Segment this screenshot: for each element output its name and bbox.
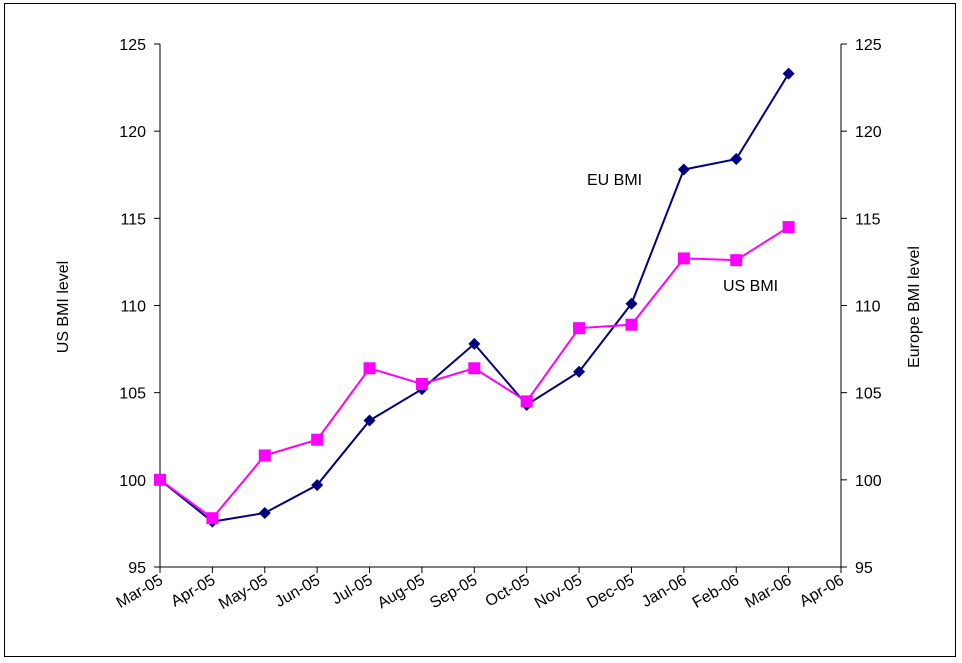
y-tick-label-left: 95 (128, 560, 146, 577)
data-point-eu-bmi (468, 337, 481, 350)
y-tick-label-left: 110 (120, 299, 146, 316)
data-point-us-bmi (730, 254, 743, 267)
x-tick-label: Mar-06 (742, 572, 794, 612)
series-label-eu-bmi: EU BMI (587, 172, 642, 189)
data-point-eu-bmi (730, 153, 743, 166)
x-tick-label: Apr-06 (797, 572, 847, 611)
y-tick-label-left: 105 (119, 386, 146, 403)
data-point-eu-bmi (311, 479, 324, 492)
axes: 95 95 100 100 105 105 110 110 115 115 120 120 125 125… (114, 37, 882, 613)
y-tick-label-left: 120 (119, 124, 146, 141)
x-tick-label: Oct-05 (483, 572, 533, 611)
series-label-us-bmi: US BMI (723, 278, 778, 295)
y-tick-label-left: 125 (119, 37, 146, 54)
x-tick-label: Dec-05 (584, 572, 637, 613)
data-point-eu-bmi (782, 67, 795, 80)
y-tick-label-right: 115 (855, 211, 881, 228)
y-tick-label-right: 105 (855, 386, 882, 403)
data-point-us-bmi (782, 221, 795, 234)
data-point-us-bmi (573, 322, 586, 335)
data-point-us-bmi (677, 252, 690, 265)
data-point-eu-bmi (258, 506, 271, 519)
data-point-us-bmi (363, 362, 376, 375)
data-point-us-bmi (311, 433, 324, 446)
x-tick-label: Feb-06 (690, 572, 742, 612)
chart-frame: 95 95 100 100 105 105 110 110 115 115 120 120 125 125… (4, 3, 956, 657)
x-tick-label: Apr-05 (168, 572, 218, 611)
y-tick-label-left: 100 (119, 473, 146, 490)
data-point-eu-bmi (677, 163, 690, 176)
x-tick-label: Jul-05 (329, 572, 375, 609)
data-point-us-bmi (468, 362, 481, 375)
data-point-us-bmi (625, 318, 638, 331)
y-tick-label-right: 100 (855, 473, 882, 490)
y-axis-title-left: US BMI level (55, 261, 72, 353)
data-point-us-bmi (415, 377, 428, 390)
y-tick-label-right: 95 (855, 560, 873, 577)
data-point-eu-bmi (573, 365, 586, 378)
series-layer (154, 67, 795, 528)
y-axis-title-right: Europe BMI level (906, 246, 923, 368)
data-point-eu-bmi (363, 414, 376, 427)
data-point-us-bmi (520, 395, 533, 408)
x-tick-label: Aug-05 (375, 572, 428, 613)
data-point-eu-bmi (625, 297, 638, 310)
x-tick-label: Nov-05 (532, 572, 585, 613)
x-tick-label: Jun-05 (272, 572, 323, 611)
x-tick-label: Mar-05 (114, 572, 166, 612)
y-tick-label-right: 125 (855, 37, 882, 54)
data-point-us-bmi (154, 473, 166, 486)
y-tick-label-left: 115 (120, 211, 146, 228)
data-point-us-bmi (258, 449, 271, 462)
y-tick-label-right: 110 (855, 299, 881, 316)
line-chart: 95 95 100 100 105 105 110 110 115 115 120 120 125 125… (55, 37, 923, 613)
series-line-eu-bmi (159, 73, 790, 523)
x-tick-label: Sep-05 (427, 572, 480, 613)
x-tick-label: Jan-06 (639, 572, 690, 611)
x-tick-label: May-05 (216, 572, 271, 613)
data-point-us-bmi (206, 512, 219, 525)
y-tick-label-right: 120 (855, 124, 882, 141)
